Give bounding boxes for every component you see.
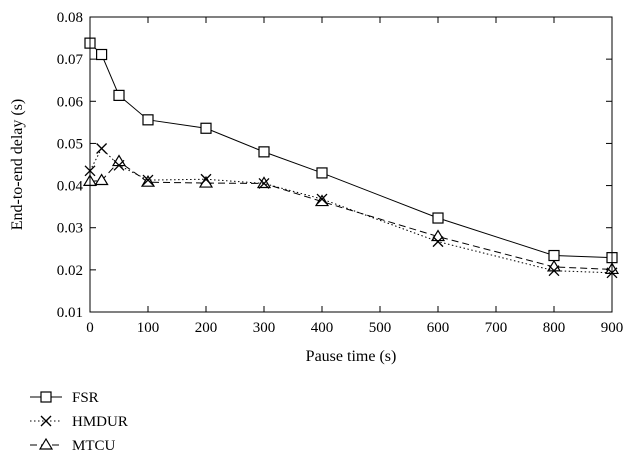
data-point-hmdur — [113, 159, 125, 171]
data-point-fsr — [95, 48, 108, 61]
data-point-mtcu — [94, 173, 109, 186]
y-axis-title: End-to-end delay (s) — [9, 99, 26, 231]
series-line-hmdur — [89, 147, 613, 274]
x-tick-label: 300 — [253, 320, 276, 336]
legend-item-mtcu: MTCU — [30, 437, 116, 454]
data-point-fsr — [432, 212, 444, 224]
legend-marker — [40, 391, 52, 403]
data-point-fsr — [258, 146, 270, 158]
y-tick-label: 0.03 — [57, 221, 83, 237]
x-tick-label: 500 — [369, 320, 392, 336]
legend-marker — [38, 437, 54, 450]
data-point-hmdur — [200, 173, 212, 185]
y-tick-label: 0.04 — [57, 179, 84, 195]
x-tick-label: 900 — [601, 320, 624, 336]
plot-frame — [89, 16, 613, 313]
data-point-fsr — [316, 167, 328, 179]
data-point-hmdur — [432, 236, 444, 248]
y-tick-label: 0.05 — [57, 136, 83, 152]
y-tick-label: 0.08 — [57, 10, 83, 26]
data-point-hmdur — [96, 143, 108, 154]
y-tick-label: 0.07 — [57, 52, 84, 68]
data-point-hmdur — [142, 174, 154, 186]
legend-label: MTCU — [72, 438, 116, 454]
x-tick-label: 600 — [427, 320, 450, 336]
x-tick-label: 0 — [86, 320, 94, 336]
series-line-fsr — [89, 42, 613, 259]
x-axis-title: Pause time (s) — [306, 348, 397, 365]
y-tick-label: 0.02 — [57, 263, 83, 279]
x-tick-label: 700 — [485, 320, 508, 336]
legend-item-hmdur: HMDUR — [30, 414, 128, 430]
data-point-fsr — [142, 114, 154, 126]
x-tick-label: 800 — [543, 320, 566, 336]
y-tick-label: 0.06 — [57, 94, 84, 110]
legend-label: HMDUR — [72, 414, 128, 430]
legend-item-fsr: FSR — [30, 390, 99, 406]
axis-ticks — [89, 16, 613, 313]
data-point-hmdur — [548, 265, 560, 277]
x-tick-label: 100 — [137, 320, 160, 336]
legend: FSR HMDUR MTCU — [30, 390, 128, 454]
data-point-fsr — [113, 89, 125, 101]
data-point-hmdur — [258, 178, 270, 189]
series-mtcu — [82, 154, 620, 275]
series-layer — [82, 37, 620, 279]
data-point-mtcu — [256, 176, 272, 189]
data-point-hmdur — [316, 193, 328, 205]
x-tick-label: 200 — [195, 320, 218, 336]
legend-label: FSR — [72, 390, 99, 406]
data-point-fsr — [200, 122, 212, 134]
x-tick-label: 400 — [311, 320, 334, 336]
legend-marker — [40, 415, 52, 427]
data-point-fsr — [548, 249, 560, 262]
series-fsr — [84, 37, 618, 264]
tick-labels: 0 100 200 300 400 500 600 700 800 900 0.01 0.02 0.03… — [57, 10, 624, 336]
series-line-mtcu — [89, 160, 613, 270]
series-hmdur — [84, 143, 618, 279]
y-tick-label: 0.01 — [57, 305, 83, 321]
